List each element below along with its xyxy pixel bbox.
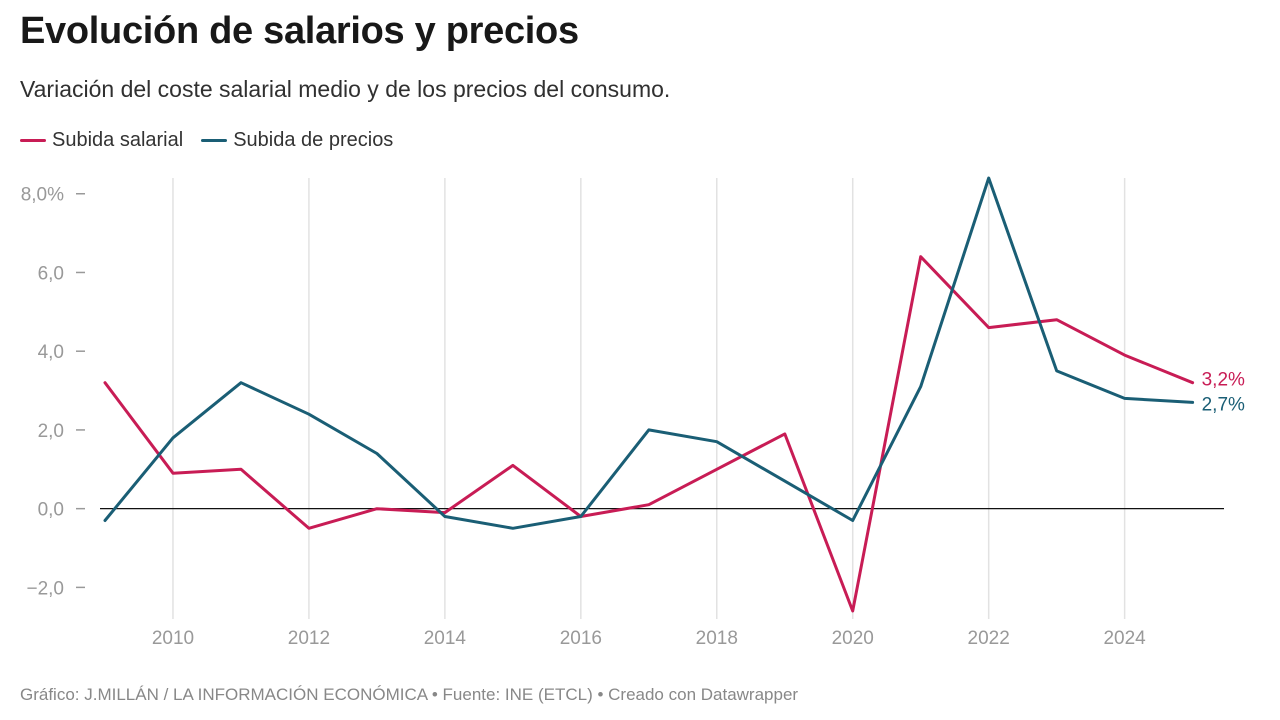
y-tick-label: 8,0%: [21, 185, 64, 206]
y-tick-label: 2,0: [38, 421, 64, 442]
chart-footer: Gráfico: J.MILLÁN / LA INFORMACIÓN ECONÓ…: [20, 685, 799, 704]
legend-swatch-precios: [201, 139, 228, 142]
series-line-salarial: [103, 255, 1195, 613]
chart-title: Evolución de salarios y precios: [20, 10, 579, 52]
grid-layer: [172, 178, 1126, 619]
x-tick-label-2016: 2016: [560, 628, 602, 649]
x-tick-label-2010: 2010: [152, 628, 194, 649]
legend-item-salarial: Subida salarial: [20, 129, 183, 152]
legend-label-precios: Subida de precios: [233, 129, 394, 151]
legend-swatch-salarial: [20, 139, 46, 142]
x-tick-label-2014: 2014: [424, 628, 467, 649]
y-tick-label: 6,0: [38, 263, 64, 284]
x-tick-label-2022: 2022: [968, 628, 1010, 649]
x-tick-label-2020: 2020: [832, 628, 874, 649]
legend-label-salarial: Subida salarial: [52, 129, 184, 151]
label-layer: 3,2% 2,7%: [1202, 370, 1245, 416]
y-tick-label: 4,0: [38, 342, 64, 363]
y-tick-label: 0,0: [38, 500, 64, 521]
x-tick-label-2012: 2012: [288, 628, 330, 649]
x-tick-label-2018: 2018: [696, 628, 738, 649]
series-layer: [103, 176, 1195, 613]
chart-subtitle: Variación del coste salarial medio y de …: [20, 76, 671, 102]
x-tick-label-2024: 2024: [1103, 628, 1146, 649]
end-label-salarial: 3,2%: [1202, 370, 1245, 391]
series-line-precios: [103, 176, 1195, 530]
legend: Subida salarial Subida de precios: [20, 129, 393, 152]
y-tick-label: −2,0: [26, 578, 64, 599]
end-label-precios: 2,7%: [1202, 394, 1245, 415]
legend-item-precios: Subida de precios: [201, 129, 393, 152]
